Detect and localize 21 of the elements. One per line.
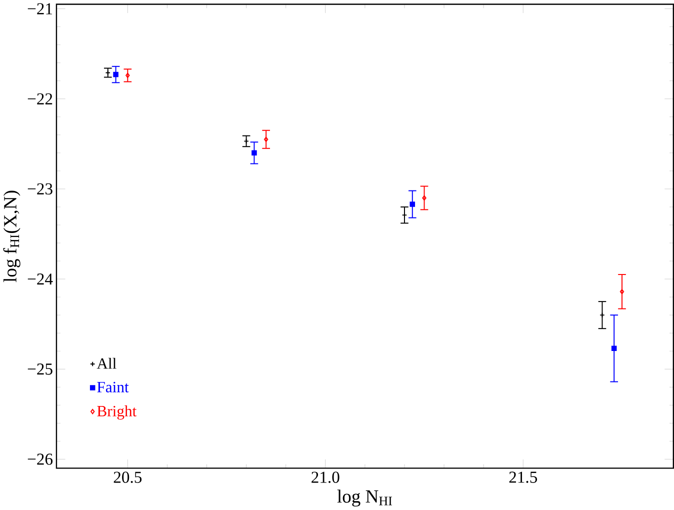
y-tick-label: −26	[28, 454, 53, 465]
x-axis-title: log N$_{HI}$	[337, 490, 392, 507]
legend-label: Faint	[97, 382, 129, 392]
point	[105, 70, 111, 76]
y-tick-label: −24	[28, 274, 53, 285]
y-tick-label: −21	[28, 3, 52, 14]
point	[252, 150, 257, 156]
y-tick-label: −23	[28, 183, 52, 195]
legend-label: Bright	[97, 406, 137, 420]
point	[611, 346, 617, 352]
x-tick-label: 21.5	[509, 472, 538, 483]
y-tick-label: −25	[28, 364, 52, 375]
point	[244, 138, 249, 144]
point	[126, 72, 130, 78]
y-axis-title: log f$_{HI}$(X,N)	[3, 190, 20, 282]
point	[113, 72, 118, 78]
y-tick-label: −22	[28, 93, 52, 104]
x-tick-label: 21.0	[312, 472, 340, 484]
legend-label: All	[96, 358, 116, 369]
x-tick-label: 20.5	[114, 472, 142, 484]
point	[410, 202, 416, 207]
